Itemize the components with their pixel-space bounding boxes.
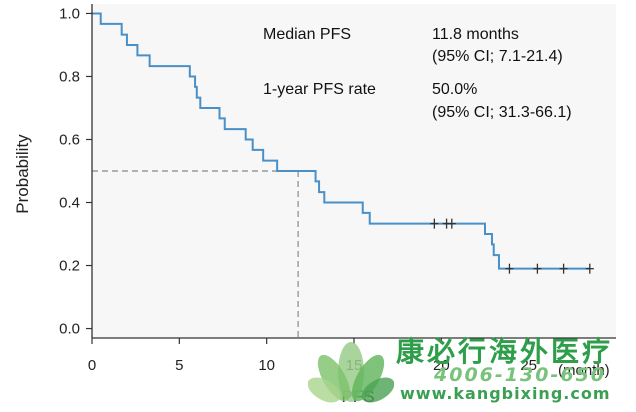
one-year-ci: (95% CI; 31.3-66.1) [432, 104, 572, 121]
censor-mark [585, 263, 594, 274]
median-value: 11.8 months [432, 26, 519, 43]
censor-mark [559, 263, 568, 274]
x-tick-label: 20 [433, 357, 450, 374]
censor-mark [505, 263, 514, 274]
x-tick-label: 0 [88, 357, 96, 374]
median-label: Median PFS [263, 26, 351, 43]
y-tick-label: 0.2 [59, 258, 80, 275]
x-axis-unit: (month) [558, 362, 610, 379]
y-axis-title: Probability [13, 134, 32, 214]
median-annotation: Median PFS 11.8 months (95% CI; 7.1-21.4… [263, 26, 563, 65]
x-axis-title: PFS [341, 387, 374, 406]
x-tick-label: 5 [175, 357, 183, 374]
y-tick-label: 0.0 [59, 321, 80, 338]
x-tick-label: 10 [258, 357, 275, 374]
censor-mark [430, 218, 439, 229]
plot-area [92, 4, 616, 338]
one-year-annotation: 1-year PFS rate 50.0% (95% CI; 31.3-66.1… [263, 81, 572, 121]
one-year-label: 1-year PFS rate [263, 81, 376, 98]
one-year-value: 50.0% [432, 81, 477, 98]
y-tick-label: 1.0 [59, 5, 80, 22]
y-tick-label: 0.6 [59, 131, 80, 148]
censor-mark [447, 218, 456, 229]
median-ci: (95% CI; 7.1-21.4) [432, 48, 563, 65]
y-tick-label: 0.4 [59, 195, 80, 212]
x-tick-label: 25 [520, 357, 537, 374]
y-tick-label: 0.8 [59, 68, 80, 85]
x-tick-label: 15 [346, 357, 363, 374]
censor-mark [533, 263, 542, 274]
